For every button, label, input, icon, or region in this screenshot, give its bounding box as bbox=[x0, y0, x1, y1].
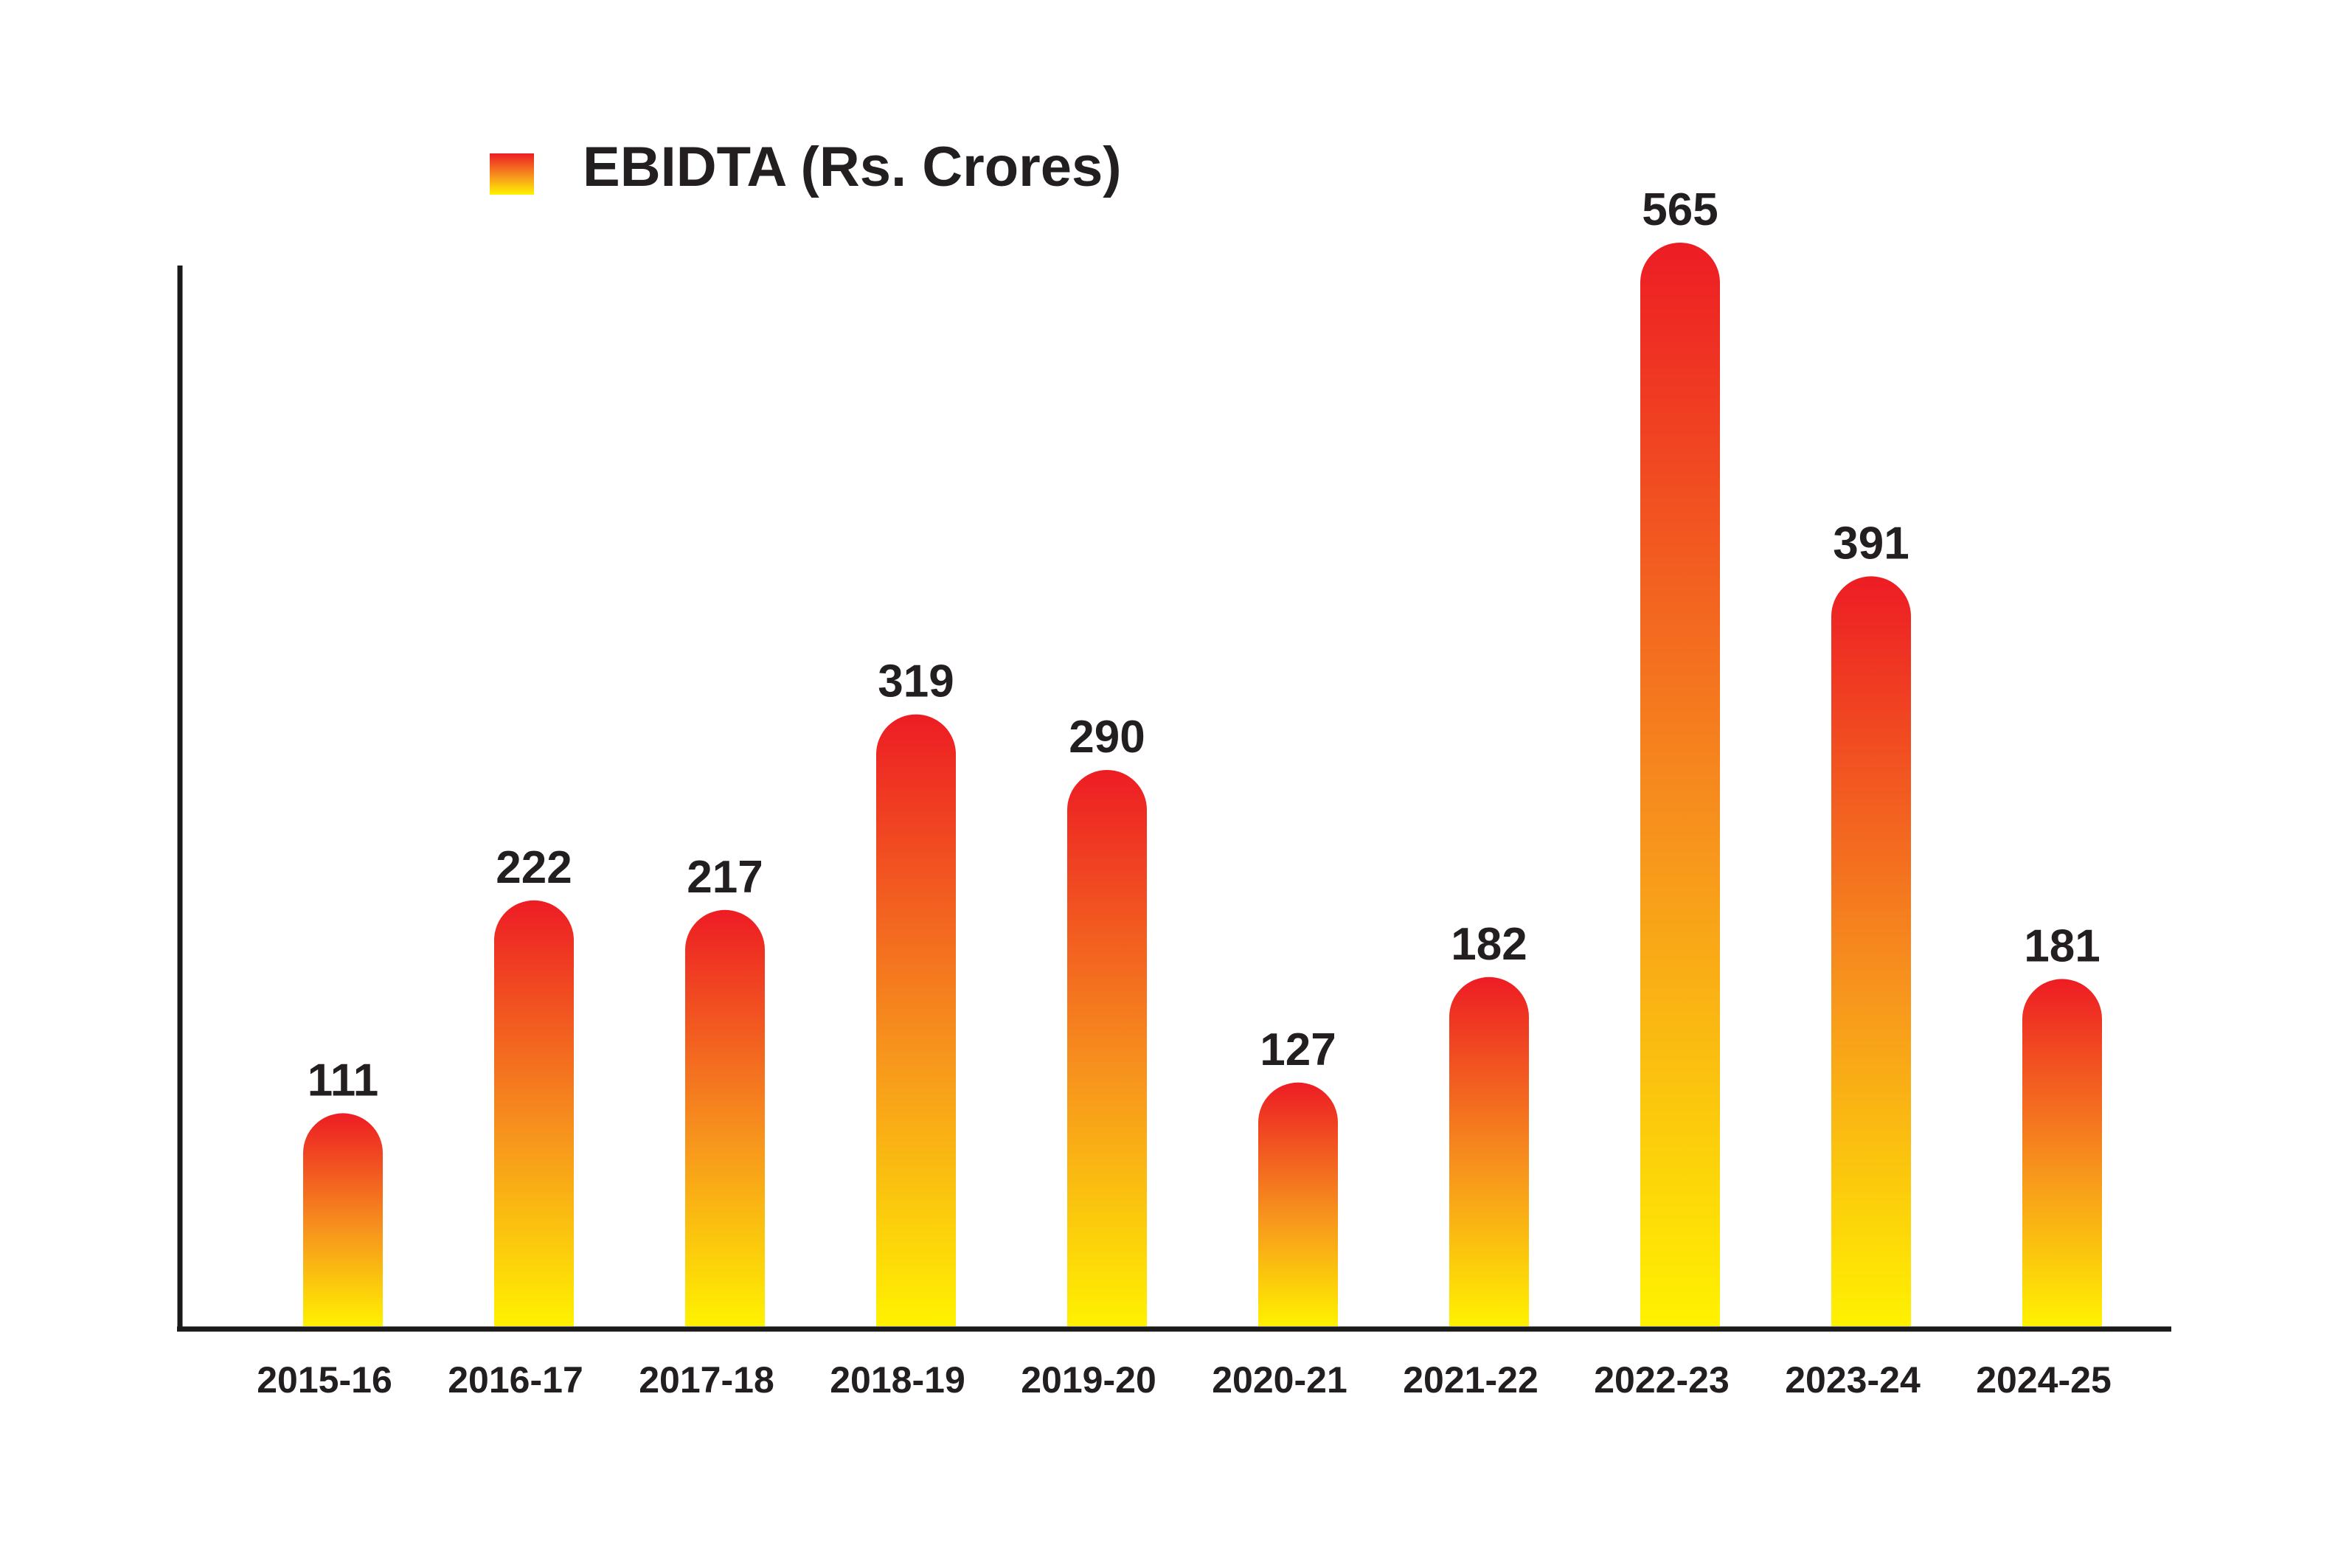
category-label-2015-16: 2015-16 bbox=[257, 1359, 392, 1401]
category-labels-group: 2015-16 2016-17 2017-18 2018-19 2019-20 2020-… bbox=[257, 1359, 2112, 1401]
bars-group bbox=[303, 243, 2102, 1326]
legend-swatch bbox=[490, 153, 534, 195]
value-label-2021-22: 182 bbox=[1451, 919, 1527, 970]
category-label-2022-23: 2022-23 bbox=[1594, 1359, 1730, 1401]
value-label-2016-17: 222 bbox=[496, 842, 572, 893]
bar-2015-16 bbox=[303, 1113, 383, 1326]
category-label-2023-24: 2023-24 bbox=[1785, 1359, 1921, 1401]
category-label-2024-25: 2024-25 bbox=[1976, 1359, 2112, 1401]
value-label-2018-19: 319 bbox=[878, 656, 954, 707]
category-label-2018-19: 2018-19 bbox=[830, 1359, 965, 1401]
bar-2022-23 bbox=[1640, 243, 1720, 1326]
value-label-2019-20: 290 bbox=[1069, 712, 1145, 763]
legend: EBIDTA (Rs. Crores) bbox=[490, 136, 1122, 198]
bar-2019-20 bbox=[1067, 770, 1147, 1326]
category-label-2017-18: 2017-18 bbox=[639, 1359, 774, 1401]
bar-2023-24 bbox=[1831, 576, 1911, 1326]
category-label-2021-22: 2021-22 bbox=[1403, 1359, 1538, 1401]
value-labels-group: 111 222 217 319 290 127 182 565 391 181 bbox=[308, 184, 2101, 1106]
bar-2016-17 bbox=[494, 900, 574, 1326]
category-label-2020-21: 2020-21 bbox=[1212, 1359, 1347, 1401]
value-label-2020-21: 127 bbox=[1260, 1024, 1336, 1075]
legend-label: EBIDTA (Rs. Crores) bbox=[583, 136, 1122, 198]
bar-2020-21 bbox=[1258, 1082, 1338, 1326]
value-label-2024-25: 181 bbox=[2024, 920, 2100, 971]
bar-2021-22 bbox=[1449, 976, 1529, 1326]
value-label-2023-24: 391 bbox=[1833, 518, 1909, 569]
value-label-2015-16: 111 bbox=[308, 1055, 379, 1106]
category-label-2016-17: 2016-17 bbox=[448, 1359, 583, 1401]
category-label-2019-20: 2019-20 bbox=[1021, 1359, 1156, 1401]
bar-2018-19 bbox=[876, 714, 956, 1326]
bar-2017-18 bbox=[685, 909, 765, 1326]
bar-2024-25 bbox=[2022, 979, 2102, 1326]
value-label-2017-18: 217 bbox=[687, 852, 763, 903]
value-label-2022-23: 565 bbox=[1642, 184, 1718, 235]
